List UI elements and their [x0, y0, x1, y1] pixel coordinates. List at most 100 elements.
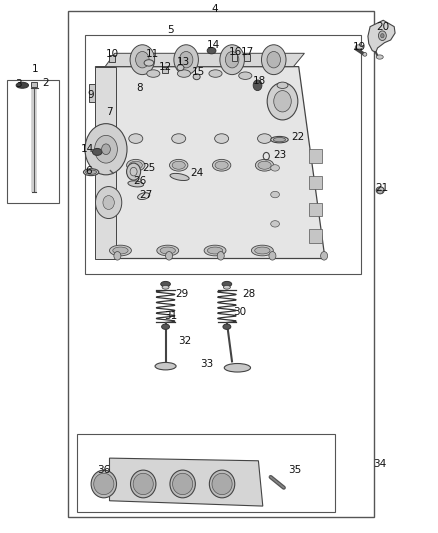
Ellipse shape — [224, 364, 251, 372]
Text: 3: 3 — [15, 79, 22, 88]
Text: 34: 34 — [374, 459, 387, 469]
Text: 16: 16 — [229, 47, 242, 56]
Ellipse shape — [129, 161, 142, 169]
Ellipse shape — [376, 187, 384, 193]
Ellipse shape — [255, 159, 274, 171]
Ellipse shape — [92, 149, 102, 156]
Circle shape — [102, 144, 110, 155]
Ellipse shape — [157, 245, 179, 256]
Circle shape — [136, 52, 149, 68]
Ellipse shape — [277, 82, 288, 88]
Ellipse shape — [170, 173, 189, 181]
Ellipse shape — [177, 70, 191, 77]
Text: 27: 27 — [139, 190, 152, 199]
Ellipse shape — [172, 161, 185, 169]
Text: 24: 24 — [191, 168, 204, 178]
Ellipse shape — [239, 72, 252, 79]
Text: 30: 30 — [233, 307, 247, 317]
Ellipse shape — [177, 65, 184, 70]
Text: 5: 5 — [167, 26, 174, 35]
Ellipse shape — [271, 165, 279, 171]
Text: 7: 7 — [106, 107, 113, 117]
Ellipse shape — [212, 473, 232, 495]
Bar — [309, 203, 322, 216]
Circle shape — [267, 52, 280, 68]
Ellipse shape — [160, 247, 175, 254]
Ellipse shape — [212, 159, 231, 171]
Text: 1: 1 — [32, 64, 39, 74]
Polygon shape — [368, 20, 395, 52]
Ellipse shape — [223, 324, 231, 329]
Circle shape — [381, 34, 384, 38]
Ellipse shape — [147, 70, 160, 77]
Text: 31: 31 — [164, 311, 177, 320]
Bar — [85, 35, 361, 274]
Text: 6: 6 — [85, 166, 92, 175]
Circle shape — [261, 45, 286, 75]
Ellipse shape — [155, 362, 176, 370]
Circle shape — [127, 163, 141, 180]
Circle shape — [174, 45, 198, 75]
Text: 36: 36 — [97, 465, 110, 475]
Bar — [244, 54, 250, 61]
Text: 35: 35 — [288, 465, 301, 475]
Bar — [68, 11, 374, 517]
Bar — [309, 149, 322, 163]
Circle shape — [321, 252, 328, 260]
Bar — [232, 54, 237, 61]
Ellipse shape — [162, 324, 170, 329]
Ellipse shape — [170, 470, 195, 498]
Ellipse shape — [16, 83, 28, 88]
Ellipse shape — [127, 159, 145, 171]
Ellipse shape — [363, 53, 367, 56]
Ellipse shape — [138, 193, 150, 199]
Text: 28: 28 — [242, 289, 255, 299]
Text: 14: 14 — [207, 41, 220, 50]
Circle shape — [166, 252, 173, 260]
Text: 19: 19 — [353, 42, 366, 52]
Circle shape — [253, 80, 262, 91]
Ellipse shape — [91, 470, 117, 498]
Ellipse shape — [170, 159, 188, 171]
Bar — [89, 84, 95, 102]
Ellipse shape — [223, 285, 230, 289]
Ellipse shape — [83, 168, 99, 176]
Circle shape — [220, 45, 244, 75]
Text: 29: 29 — [175, 289, 188, 299]
Text: 21: 21 — [375, 183, 389, 192]
Text: 22: 22 — [291, 132, 304, 142]
Ellipse shape — [207, 47, 216, 54]
Bar — [162, 67, 168, 73]
Ellipse shape — [209, 470, 235, 498]
Ellipse shape — [172, 134, 186, 143]
Text: 32: 32 — [179, 336, 192, 346]
Ellipse shape — [208, 247, 223, 254]
Ellipse shape — [86, 170, 96, 174]
Ellipse shape — [209, 70, 222, 77]
Text: 9: 9 — [87, 90, 94, 100]
Text: 26: 26 — [134, 176, 147, 186]
Ellipse shape — [129, 134, 143, 143]
Circle shape — [114, 252, 121, 260]
Text: 10: 10 — [106, 50, 119, 59]
Text: 25: 25 — [142, 163, 155, 173]
Ellipse shape — [131, 470, 156, 498]
Ellipse shape — [173, 473, 193, 495]
Circle shape — [267, 83, 298, 120]
Circle shape — [95, 187, 122, 219]
Ellipse shape — [271, 221, 279, 227]
Ellipse shape — [273, 138, 286, 142]
Text: 23: 23 — [273, 150, 286, 159]
Ellipse shape — [378, 190, 383, 193]
Text: 4: 4 — [211, 4, 218, 14]
Ellipse shape — [215, 134, 229, 143]
Ellipse shape — [222, 281, 232, 287]
Text: 8: 8 — [136, 83, 143, 93]
Circle shape — [274, 91, 291, 112]
Ellipse shape — [355, 45, 363, 49]
Text: 12: 12 — [159, 62, 172, 71]
Polygon shape — [105, 53, 304, 67]
Polygon shape — [110, 458, 263, 506]
Bar — [31, 82, 37, 87]
Ellipse shape — [144, 60, 154, 66]
